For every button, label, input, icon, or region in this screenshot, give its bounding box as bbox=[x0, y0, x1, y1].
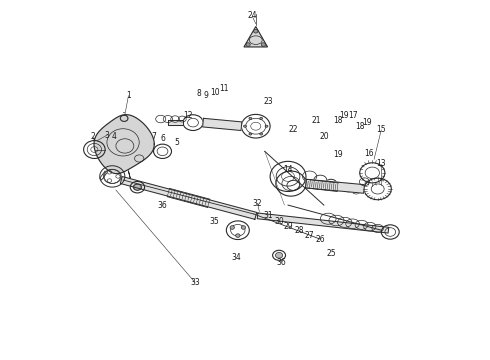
Text: 36: 36 bbox=[276, 258, 286, 267]
Polygon shape bbox=[168, 120, 183, 126]
Ellipse shape bbox=[254, 30, 258, 33]
Text: 3: 3 bbox=[104, 131, 109, 140]
Text: 7: 7 bbox=[151, 132, 156, 141]
Text: 23: 23 bbox=[264, 96, 273, 105]
Ellipse shape bbox=[230, 226, 234, 229]
Text: 32: 32 bbox=[253, 199, 262, 208]
Text: 26: 26 bbox=[316, 235, 325, 244]
Text: 9: 9 bbox=[203, 91, 208, 100]
Text: 22: 22 bbox=[289, 125, 298, 134]
Text: 10: 10 bbox=[210, 87, 220, 96]
Ellipse shape bbox=[260, 117, 263, 120]
Text: 31: 31 bbox=[264, 211, 273, 220]
Text: 16: 16 bbox=[364, 149, 373, 158]
Text: 1: 1 bbox=[126, 91, 131, 100]
Text: 27: 27 bbox=[305, 231, 315, 240]
Text: 14: 14 bbox=[283, 165, 293, 174]
Text: 24: 24 bbox=[247, 10, 257, 19]
Text: 25: 25 bbox=[326, 249, 336, 258]
Ellipse shape bbox=[260, 133, 263, 135]
Polygon shape bbox=[244, 27, 268, 47]
Ellipse shape bbox=[236, 234, 240, 237]
Ellipse shape bbox=[246, 43, 250, 46]
Text: 18: 18 bbox=[355, 122, 365, 131]
Text: 4: 4 bbox=[112, 132, 117, 141]
Polygon shape bbox=[94, 114, 154, 174]
Text: 19: 19 bbox=[362, 118, 372, 127]
Text: 35: 35 bbox=[210, 217, 220, 226]
Text: 5: 5 bbox=[174, 138, 179, 147]
Ellipse shape bbox=[265, 125, 268, 127]
Polygon shape bbox=[306, 179, 365, 193]
Text: 19: 19 bbox=[333, 150, 343, 159]
Polygon shape bbox=[257, 213, 389, 233]
Ellipse shape bbox=[241, 226, 245, 229]
Text: 18: 18 bbox=[334, 116, 343, 125]
Text: 21: 21 bbox=[312, 116, 321, 125]
Text: 13: 13 bbox=[376, 159, 386, 168]
Text: 11: 11 bbox=[219, 84, 228, 93]
Ellipse shape bbox=[133, 184, 142, 190]
Text: 17: 17 bbox=[348, 111, 357, 120]
Text: 12: 12 bbox=[183, 111, 193, 120]
Text: 8: 8 bbox=[196, 89, 201, 98]
Text: 2: 2 bbox=[90, 132, 95, 141]
Ellipse shape bbox=[244, 125, 246, 127]
Ellipse shape bbox=[249, 133, 252, 135]
Polygon shape bbox=[203, 118, 242, 130]
Text: 29: 29 bbox=[283, 222, 293, 231]
Text: 6: 6 bbox=[160, 134, 165, 143]
Text: 33: 33 bbox=[190, 278, 199, 287]
Ellipse shape bbox=[261, 43, 266, 46]
Ellipse shape bbox=[275, 252, 283, 258]
Text: 19: 19 bbox=[339, 111, 348, 120]
Ellipse shape bbox=[249, 117, 252, 120]
Text: 15: 15 bbox=[376, 125, 386, 134]
Text: 20: 20 bbox=[319, 132, 329, 141]
Text: 34: 34 bbox=[231, 253, 241, 262]
Text: 28: 28 bbox=[294, 226, 303, 235]
Text: 30: 30 bbox=[274, 217, 284, 226]
Ellipse shape bbox=[120, 115, 128, 122]
Polygon shape bbox=[121, 176, 257, 219]
Text: 36: 36 bbox=[158, 201, 168, 210]
